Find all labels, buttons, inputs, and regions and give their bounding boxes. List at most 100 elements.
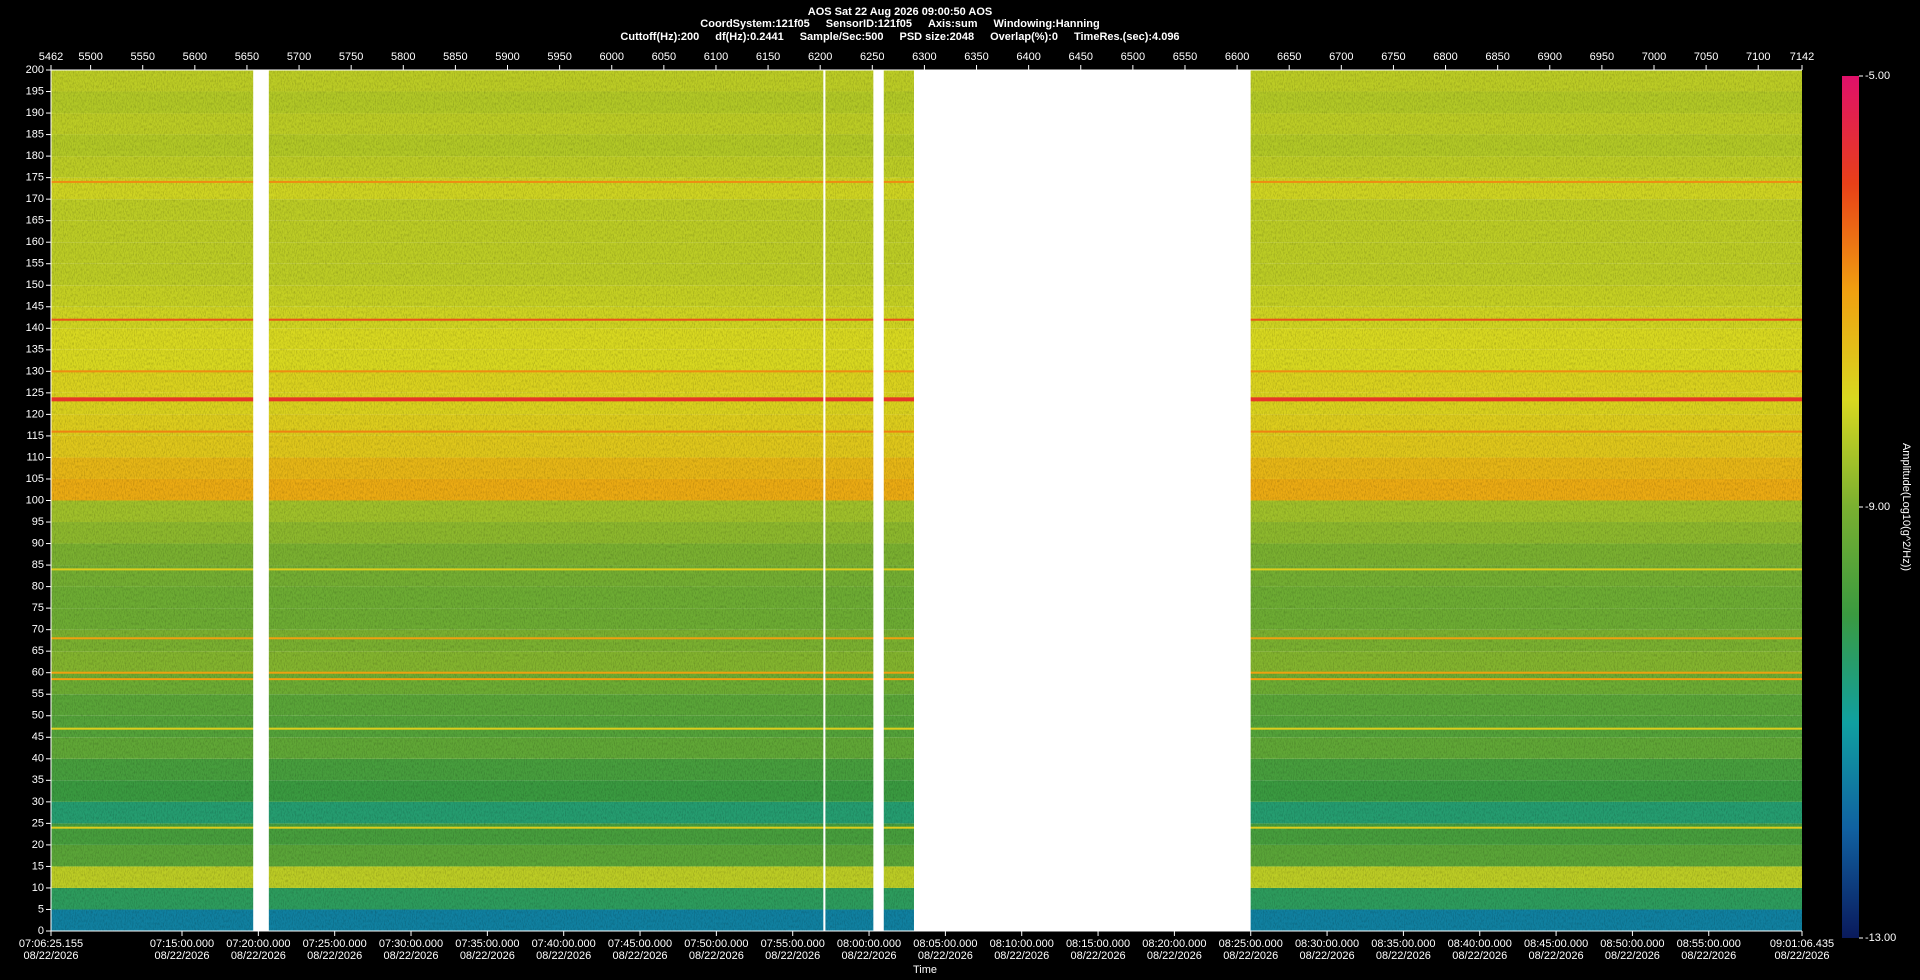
y-tick-label: 185 bbox=[26, 128, 44, 140]
x-top-tick-label: 6900 bbox=[1538, 51, 1562, 63]
x-tick-label: 08:20:00.000 bbox=[1142, 938, 1206, 950]
header-item: df(Hz):0.2441 bbox=[715, 31, 783, 43]
colorbar-tick-label: -5.00 bbox=[1865, 70, 1890, 82]
x-top-tick-label: 6250 bbox=[860, 51, 884, 63]
y-tick-label: 175 bbox=[26, 172, 44, 184]
x-tick-date: 08/22/2026 bbox=[1681, 950, 1736, 962]
x-tick-label: 08:25:00.000 bbox=[1219, 938, 1283, 950]
colorbar-tick-label: -9.00 bbox=[1865, 501, 1890, 513]
x-tick-label: 07:06:25.155 bbox=[19, 938, 83, 950]
x-top-tick-label: 5900 bbox=[495, 51, 519, 63]
y-tick-label: 60 bbox=[32, 667, 44, 679]
x-tick-label: 09:01:06.435 bbox=[1770, 938, 1834, 950]
y-tick-label: 195 bbox=[26, 85, 44, 97]
y-tick-label: 170 bbox=[26, 193, 44, 205]
y-tick-label: 145 bbox=[26, 301, 44, 313]
x-tick-label: 07:25:00.000 bbox=[303, 938, 367, 950]
data-gap bbox=[823, 70, 826, 931]
header-item: CoordSystem:121f05 bbox=[700, 18, 809, 30]
x-top-tick-label: 5700 bbox=[287, 51, 311, 63]
x-top-tick-label: 7050 bbox=[1694, 51, 1718, 63]
y-tick-label: 115 bbox=[26, 430, 44, 442]
x-top-tick-label: 5950 bbox=[547, 51, 571, 63]
y-tick-label: 20 bbox=[32, 839, 44, 851]
chart-title: AOS Sat 22 Aug 2026 09:00:50 AOS bbox=[808, 6, 992, 18]
y-tick-label: 135 bbox=[26, 344, 44, 356]
y-tick-label: 75 bbox=[32, 602, 44, 614]
x-top-tick-label: 6450 bbox=[1069, 51, 1093, 63]
x-tick-label: 08:45:00.000 bbox=[1524, 938, 1588, 950]
x-tick-date: 08/22/2026 bbox=[23, 950, 78, 962]
x-tick-date: 08/22/2026 bbox=[765, 950, 820, 962]
x-tick-date: 08/22/2026 bbox=[1774, 950, 1829, 962]
y-tick-label: 25 bbox=[32, 817, 44, 829]
y-tick-label: 160 bbox=[26, 236, 44, 248]
x-tick-label: 07:15:00.000 bbox=[150, 938, 214, 950]
x-top-tick-label: 5800 bbox=[391, 51, 415, 63]
x-top-tick-label: 6100 bbox=[704, 51, 728, 63]
y-tick-label: 45 bbox=[32, 731, 44, 743]
y-tick-label: 65 bbox=[32, 645, 44, 657]
x-top-tick-label: 7142 bbox=[1790, 51, 1814, 63]
x-tick-date: 08/22/2026 bbox=[1300, 950, 1355, 962]
x-tick-date: 08/22/2026 bbox=[1071, 950, 1126, 962]
x-tick-date: 08/22/2026 bbox=[918, 950, 973, 962]
y-tick-label: 130 bbox=[26, 365, 44, 377]
x-top-tick-label: 5600 bbox=[183, 51, 207, 63]
header-item: Cuttoff(Hz):200 bbox=[620, 31, 699, 43]
data-gap bbox=[913, 70, 1251, 931]
y-tick-label: 70 bbox=[32, 624, 44, 636]
x-top-tick-label: 6400 bbox=[1016, 51, 1040, 63]
y-tick-label: 100 bbox=[26, 494, 44, 506]
x-top-tick-label: 6500 bbox=[1121, 51, 1145, 63]
y-tick-label: 125 bbox=[26, 387, 44, 399]
x-top-tick-label: 6550 bbox=[1173, 51, 1197, 63]
x-top-tick-label: 5500 bbox=[78, 51, 102, 63]
x-tick-date: 08/22/2026 bbox=[383, 950, 438, 962]
colorbar-tick-label: -13.00 bbox=[1865, 932, 1896, 944]
x-top-tick-label: 7100 bbox=[1746, 51, 1770, 63]
x-top-tick-label: 6200 bbox=[808, 51, 832, 63]
x-top-tick-label: 6350 bbox=[964, 51, 988, 63]
x-tick-date: 08/22/2026 bbox=[536, 950, 591, 962]
x-axis-label: Time bbox=[913, 964, 937, 976]
x-tick-label: 07:40:00.000 bbox=[532, 938, 596, 950]
y-tick-label: 150 bbox=[26, 279, 44, 291]
y-tick-label: 140 bbox=[26, 322, 44, 334]
x-tick-label: 07:50:00.000 bbox=[684, 938, 748, 950]
y-tick-label: 180 bbox=[26, 150, 44, 162]
x-tick-label: 08:40:00.000 bbox=[1448, 938, 1512, 950]
header-item: Overlap(%):0 bbox=[990, 31, 1058, 43]
x-tick-label: 07:20:00.000 bbox=[226, 938, 290, 950]
header-line: Cuttoff(Hz):200 df(Hz):0.2441 Sample/Sec:5… bbox=[620, 31, 1179, 43]
y-tick-label: 15 bbox=[32, 860, 44, 872]
header-item: Axis:sum bbox=[928, 18, 978, 30]
y-tick-label: 155 bbox=[26, 258, 44, 270]
x-tick-label: 08:35:00.000 bbox=[1371, 938, 1435, 950]
x-tick-date: 08/22/2026 bbox=[1376, 950, 1431, 962]
x-tick-label: 08:50:00.000 bbox=[1600, 938, 1664, 950]
y-tick-label: 105 bbox=[26, 473, 44, 485]
x-top-tick-label: 5462 bbox=[39, 51, 63, 63]
x-top-tick-label: 6850 bbox=[1485, 51, 1509, 63]
colorbar-label: Amplitude(Log10(g^2/Hz)) bbox=[1900, 443, 1912, 571]
y-tick-label: 95 bbox=[32, 516, 44, 528]
x-top-tick-label: 6950 bbox=[1590, 51, 1614, 63]
x-top-tick-label: 6600 bbox=[1225, 51, 1249, 63]
header-item: PSD size:2048 bbox=[900, 31, 975, 43]
data-gap bbox=[873, 70, 884, 931]
x-top-tick-label: 6150 bbox=[756, 51, 780, 63]
y-tick-label: 5 bbox=[38, 903, 44, 915]
y-tick-label: 40 bbox=[32, 753, 44, 765]
x-tick-label: 07:35:00.000 bbox=[455, 938, 519, 950]
x-tick-label: 08:55:00.000 bbox=[1677, 938, 1741, 950]
x-top-tick-label: 7000 bbox=[1642, 51, 1666, 63]
y-tick-label: 0 bbox=[38, 925, 44, 937]
x-tick-date: 08/22/2026 bbox=[1529, 950, 1584, 962]
x-tick-date: 08/22/2026 bbox=[154, 950, 209, 962]
x-top-tick-label: 6650 bbox=[1277, 51, 1301, 63]
x-tick-label: 08:30:00.000 bbox=[1295, 938, 1359, 950]
x-tick-date: 08/22/2026 bbox=[1147, 950, 1202, 962]
header-line: CoordSystem:121f05 SensorID:121f05 Axis:su… bbox=[700, 18, 1099, 30]
